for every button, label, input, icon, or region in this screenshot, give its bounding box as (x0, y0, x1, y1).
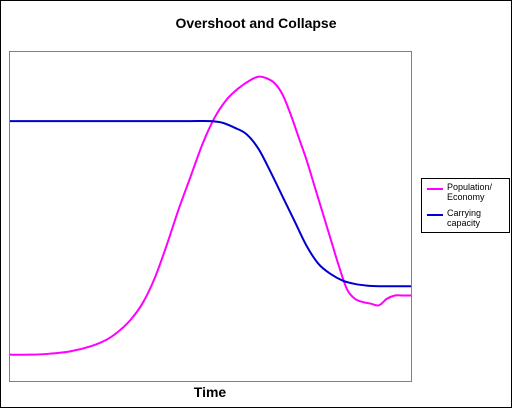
chart-title: Overshoot and Collapse (175, 15, 337, 31)
series-line-population (10, 75, 411, 356)
legend: Population/ Economy Carrying capacity (421, 178, 510, 233)
x-axis-label: Time (193, 384, 227, 400)
legend-label-carrying-capacity: Carrying capacity (447, 208, 482, 228)
legend-label-population: Population/ Economy (447, 182, 493, 202)
legend-swatch-population (427, 188, 443, 190)
plot-svg (10, 75, 411, 356)
legend-swatch-carrying-capacity (427, 214, 443, 216)
plot-area (9, 51, 412, 382)
series-line-carrying-capacity (10, 119, 411, 288)
